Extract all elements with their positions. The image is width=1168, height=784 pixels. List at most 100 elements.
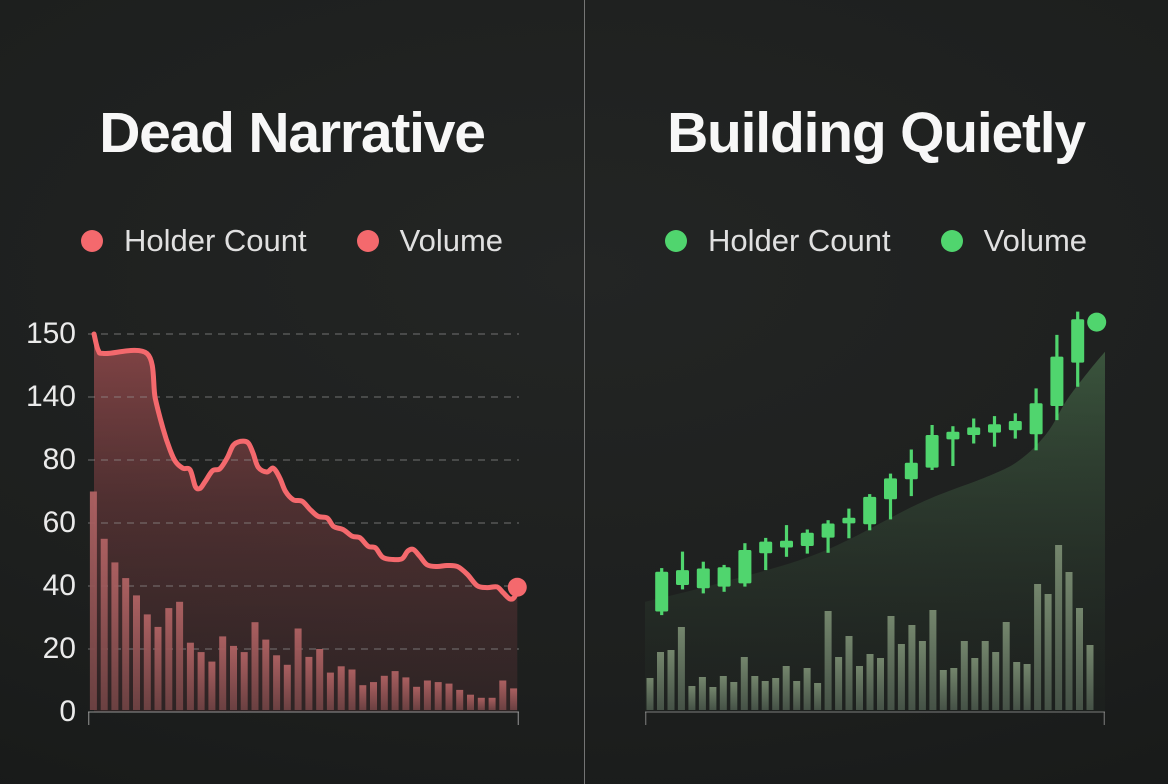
volume-bar [667, 650, 675, 710]
candle-body [946, 431, 960, 440]
volume-bar [240, 652, 248, 710]
candlestick [904, 449, 918, 497]
volume-bar [856, 666, 863, 710]
candle-body [780, 540, 793, 548]
legend-item-volume: Volume [940, 223, 1088, 259]
legend-label: Volume [983, 223, 1088, 258]
volume-bar [154, 626, 162, 710]
candlestick [1071, 311, 1085, 387]
candle-body [884, 478, 897, 500]
volume-bar [751, 676, 759, 710]
volume-bar [402, 677, 410, 710]
candle-body [925, 435, 939, 468]
candle-body [1071, 319, 1085, 363]
volume-bar [803, 668, 811, 710]
volume-bar [761, 681, 769, 710]
candlestick [821, 520, 835, 553]
volume-bar [423, 680, 431, 710]
building-quietly-chart [645, 311, 1107, 725]
volume-bar [165, 608, 173, 710]
volume-bar [677, 627, 685, 710]
candle-body [676, 570, 689, 585]
volume-bar [434, 682, 442, 710]
volume-bar [510, 688, 518, 710]
volume-bar [294, 628, 302, 710]
y-axis-tick-label: 0 [59, 695, 76, 728]
candlestick [738, 543, 752, 587]
volume-bar [1065, 572, 1073, 710]
volume-bar [273, 655, 281, 710]
y-axis-tick-label: 20 [42, 632, 76, 665]
candle-body [967, 427, 981, 435]
volume-bar [391, 671, 399, 710]
holder-count-dot-icon [664, 230, 687, 252]
volume-bar [208, 661, 216, 710]
candlestick [988, 416, 1001, 447]
candle-body [655, 571, 669, 612]
legend-label: Holder Count [123, 223, 307, 258]
volume-bar [1055, 545, 1063, 710]
candle-body [1050, 356, 1064, 406]
volume-bar [305, 656, 313, 710]
volume-bar [698, 677, 706, 710]
y-axis-labels: 150 140 80 60 40 20 0 [6, 317, 76, 728]
volume-bar [283, 664, 291, 711]
candlestick [676, 551, 689, 590]
volume-bar [413, 686, 421, 710]
y-axis-tick-label: 60 [42, 506, 76, 539]
volume-bar [1076, 608, 1083, 710]
volume-bar [359, 685, 367, 710]
legend-label: Holder Count [707, 223, 891, 258]
volume-bar [186, 642, 194, 710]
holder-count-dot-icon [80, 230, 103, 252]
candle-body [842, 517, 856, 524]
candlestick [1008, 413, 1022, 439]
trend-end-dot [1087, 312, 1107, 332]
candlestick [863, 494, 877, 531]
volume-bar [251, 622, 259, 710]
candle-body [1029, 403, 1043, 435]
volume-bar [1086, 645, 1094, 710]
volume-bar [971, 658, 979, 710]
volume-bar [477, 697, 485, 710]
volume-bar [929, 610, 937, 710]
volume-bar [897, 644, 905, 710]
volume-bar [1002, 622, 1010, 710]
candle-body [759, 541, 773, 554]
candlestick [780, 525, 793, 557]
candlestick [925, 425, 939, 470]
volume-bar [337, 666, 345, 710]
candle-body [800, 532, 814, 546]
volume-bar [262, 639, 270, 710]
volume-bar [197, 652, 205, 710]
volume-bar [918, 641, 926, 710]
volume-bar [133, 595, 140, 710]
legend-right: Holder Count Volume [584, 223, 1168, 259]
legend-left: Holder Count Volume [0, 223, 584, 259]
volume-bar [793, 681, 801, 710]
candlestick [696, 561, 710, 594]
volume-bar [939, 670, 947, 710]
holder-count-area [94, 334, 518, 712]
candle-body [863, 496, 877, 525]
volume-bar [499, 680, 507, 710]
volume-bar [877, 658, 884, 710]
candlestick [1050, 334, 1064, 421]
volume-bar [908, 625, 916, 710]
volume-bar [657, 652, 664, 710]
volume-bar [845, 636, 853, 710]
volume-bar [646, 678, 654, 710]
volume-dot-icon [356, 230, 379, 252]
volume-bar [230, 645, 237, 710]
candlestick [717, 564, 731, 592]
volume-bar [456, 689, 464, 710]
y-axis-tick-label: 40 [42, 569, 76, 602]
holder-count-line [91, 331, 520, 602]
candle-body [738, 550, 752, 584]
volume-bar [835, 657, 843, 710]
volume-bar [1023, 664, 1031, 710]
legend-item-holder-count: Holder Count [664, 223, 891, 259]
volume-bar [100, 538, 108, 711]
volume-bar [370, 682, 377, 710]
